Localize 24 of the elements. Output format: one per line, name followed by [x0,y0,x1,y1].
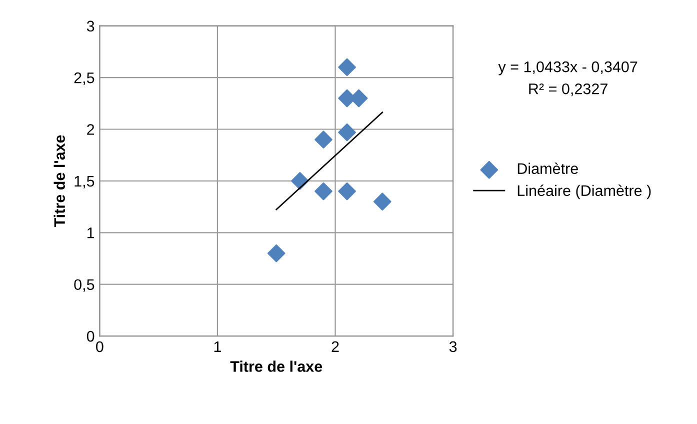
text: R² = 0,2327 [529,83,608,96]
point [338,58,356,76]
point [373,192,392,211]
legend-label: Linéaire (Diamètre ) [518,184,651,200]
x-tick-label: 2 [332,341,339,352]
y-tick-label: 2,5 [74,72,94,86]
y-tick-label: 0 [86,330,94,342]
point [267,244,286,262]
x-axis-title: Titre de l'axe [230,360,322,372]
x-tick-label: 1 [214,341,221,352]
y-tick-label: 1,5 [74,176,94,188]
y-tick-label: 1 [87,228,94,238]
x-tick-label: 0 [96,341,104,352]
y-tick-label: 3 [86,20,94,32]
point [338,182,356,200]
point [338,123,356,142]
y-axis-title: Titre de l'axe [54,135,65,228]
legend-label: Diamètre [518,162,578,174]
y-tick-label: 0,5 [74,279,94,292]
point [314,182,332,200]
y-tick-label: 2 [87,124,94,135]
x-tick-label: 3 [449,341,457,352]
point [314,130,332,148]
text: y = 1,0433x - 0,3407 [498,61,638,76]
